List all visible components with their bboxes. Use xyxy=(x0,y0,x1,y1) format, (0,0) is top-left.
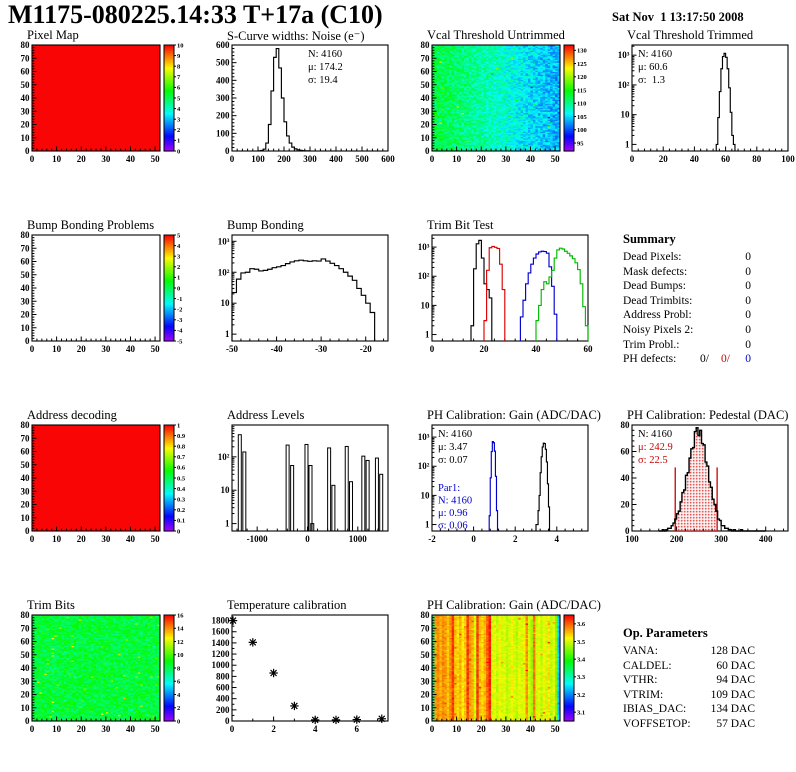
page-title: M1175-080225.14:33 T+17a (C10) xyxy=(8,0,383,29)
plot-title: Trim Bits xyxy=(27,598,75,612)
bump-bonding-canvas xyxy=(200,231,400,366)
scurve-noise-canvas xyxy=(200,41,400,176)
temp-calibration-canvas xyxy=(200,611,400,746)
plot-title: Temperature calibration xyxy=(227,598,347,612)
panel-bump-problems: Bump Bonding Problems xyxy=(0,218,200,383)
plot-title: Bump Bonding Problems xyxy=(27,218,155,232)
summary-row: Trim Probl.: 0 xyxy=(623,338,751,351)
value-text: 57 DAC xyxy=(716,717,755,730)
param-row: VTRIM: 109 DAC xyxy=(623,688,755,701)
plot-title: Bump Bonding xyxy=(227,218,304,232)
summary-row: Mask defects: 0 xyxy=(623,265,751,278)
summary-row: Address Probl: 0 xyxy=(623,309,751,322)
op-parameters-panel: Op. Parameters VANA: 128 DAC CALDEL: 60 DAC… xyxy=(623,618,755,732)
param-row: VTHR: 94 DAC xyxy=(623,674,755,687)
summary-row-ph-defects: PH defects: 0/0/0 xyxy=(623,353,751,366)
value-text: 0 xyxy=(745,309,751,322)
ph-pedestal-canvas xyxy=(600,421,796,556)
panel-temp-calibration: Temperature calibration xyxy=(200,598,400,763)
value-text: 60 DAC xyxy=(716,659,755,672)
plot-title: PH Calibration: Pedestal (DAC) xyxy=(627,408,789,422)
panel-vcal-trimmed: Vcal Threshold Trimmed xyxy=(600,28,796,193)
address-decoding-canvas xyxy=(0,421,200,556)
param-row: VANA: 128 DAC xyxy=(623,645,755,657)
vcal-trimmed-canvas xyxy=(600,41,796,176)
bump-problems-canvas xyxy=(0,231,200,366)
summary-row: Noisy Pixels 2: 0 xyxy=(623,323,751,336)
panel-vcal-untrimmed: Vcal Threshold Untrimmed xyxy=(400,28,600,193)
ph-gain-hist-canvas xyxy=(400,421,600,556)
plot-title: Address decoding xyxy=(27,408,117,422)
summary-rows: Dead Pixels: 0 Mask defects: 0 Dead Bumps: 0 D… xyxy=(623,250,751,367)
address-levels-canvas xyxy=(200,421,400,556)
value-text: 109 DAC xyxy=(710,688,755,701)
panel-ph-pedestal: PH Calibration: Pedestal (DAC) xyxy=(600,408,796,573)
panel-pixel-map: Pixel Map xyxy=(0,28,200,193)
summary-row: Dead Bumps: 0 xyxy=(623,280,751,293)
panel-scurve-noise: S-Curve widths: Noise (e⁻) xyxy=(200,28,400,193)
value-text: 0/ xyxy=(721,353,730,366)
value-text: 0 xyxy=(745,294,751,307)
plot-title: Address Levels xyxy=(227,408,305,422)
value-text: 0 xyxy=(745,353,751,366)
plot-title: S-Curve widths: Noise (e⁻) xyxy=(227,29,365,43)
param-row: CALDEL: 60 DAC xyxy=(623,659,755,672)
value-text: 134 DAC xyxy=(710,703,755,716)
value-text: 94 DAC xyxy=(716,674,755,687)
panel-ph-gain-map: PH Calibration: Gain (ADC/DAC) xyxy=(400,598,601,763)
timestamp: Sat Nov 1 13:17:50 2008 xyxy=(612,10,744,24)
param-row: IBIAS_DAC: 134 DAC xyxy=(623,703,755,716)
trim-bits-canvas xyxy=(0,611,200,746)
vcal-untrimmed-canvas xyxy=(400,41,600,176)
summary-row: Dead Pixels: 0 xyxy=(623,251,751,263)
value-text: 0 xyxy=(745,323,751,336)
panel-ph-gain-hist: PH Calibration: Gain (ADC/DAC) xyxy=(400,408,601,573)
summary-title: Summary xyxy=(623,232,676,246)
plot-title: PH Calibration: Gain (ADC/DAC) xyxy=(427,408,601,422)
op-rows: VANA: 128 DAC CALDEL: 60 DAC VTHR: 94 DAC VTRI… xyxy=(623,644,755,732)
param-row: VOFFSETOP: 57 DAC xyxy=(623,717,755,730)
trim-bit-test-canvas xyxy=(400,231,600,366)
summary-panel: Summary Dead Pixels: 0 Mask defects: 0 Dead … xyxy=(623,232,751,367)
panel-trim-bits: Trim Bits xyxy=(0,598,200,763)
value-text: 0 xyxy=(745,338,751,351)
plot-title: PH Calibration: Gain (ADC/DAC) xyxy=(427,598,601,612)
panel-bump-bonding: Bump Bonding xyxy=(200,218,400,383)
panel-trim-bit-test: Trim Bit Test xyxy=(400,218,600,383)
summary-row: Dead Trimbits: 0 xyxy=(623,294,751,307)
value-text: 128 DAC xyxy=(710,645,755,657)
panel-address-decoding: Address decoding xyxy=(0,408,200,573)
panel-address-levels: Address Levels xyxy=(200,408,400,573)
op-parameters-title: Op. Parameters xyxy=(623,626,708,640)
value-text: 0/ xyxy=(700,353,709,366)
plot-title: Trim Bit Test xyxy=(427,218,494,232)
value-text: 0 xyxy=(745,280,751,293)
ph-gain-map-canvas xyxy=(400,611,600,746)
plot-title: Vcal Threshold Untrimmed xyxy=(427,28,565,42)
plot-title: Pixel Map xyxy=(27,28,79,42)
pixel-map-canvas xyxy=(0,41,200,176)
value-text: 0 xyxy=(745,251,751,263)
plot-title: Vcal Threshold Trimmed xyxy=(627,28,754,42)
value-text: 0 xyxy=(745,265,751,278)
